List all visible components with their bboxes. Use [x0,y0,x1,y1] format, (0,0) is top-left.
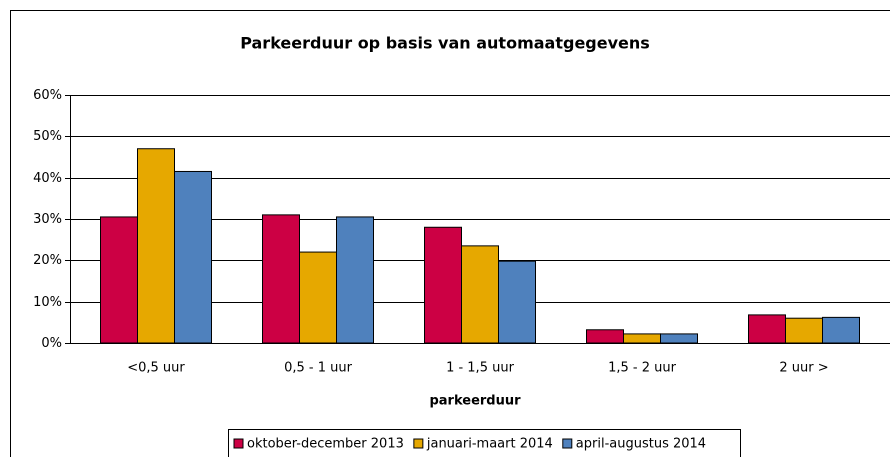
legend-box [228,429,741,457]
x-tick-label: <0,5 uur [127,361,185,376]
bar [137,148,175,344]
x-tick-label: 1 - 1,5 uur [446,361,515,376]
x-tick-label: 1,5 - 2 uur [608,361,677,376]
bar [336,216,374,344]
legend-label: oktober-december 2013 [247,437,404,452]
y-tick-label: 20% [33,253,62,268]
legend-swatch [562,438,573,449]
bar [461,245,499,344]
y-tick-label: 50% [33,129,62,144]
legend-label: april-augustus 2014 [576,437,706,452]
y-tick-label: 30% [33,212,62,227]
bar [424,226,462,344]
x-axis-title: parkeerduur [429,394,521,409]
chart-title: Parkeerduur op basis van automaatgegeven… [240,34,650,53]
bar [623,333,661,344]
bar [498,260,536,344]
y-tick-label: 40% [33,171,62,186]
y-tick-label: 10% [33,295,62,310]
bar [262,214,300,344]
bar [299,251,337,344]
bar [586,329,624,344]
legend-swatch [413,438,424,449]
legend-label: januari-maart 2014 [426,437,553,452]
y-tick-label: 0% [41,336,62,351]
x-tick-label: 2 uur > [779,361,828,376]
bar [822,316,860,344]
bar [748,314,786,344]
bar [660,333,698,344]
legend-swatch [233,438,244,449]
y-tick-label: 60% [33,88,62,103]
x-tick-label: 0,5 - 1 uur [284,361,353,376]
bar [174,170,212,344]
bar [100,216,138,344]
bar [785,317,823,344]
